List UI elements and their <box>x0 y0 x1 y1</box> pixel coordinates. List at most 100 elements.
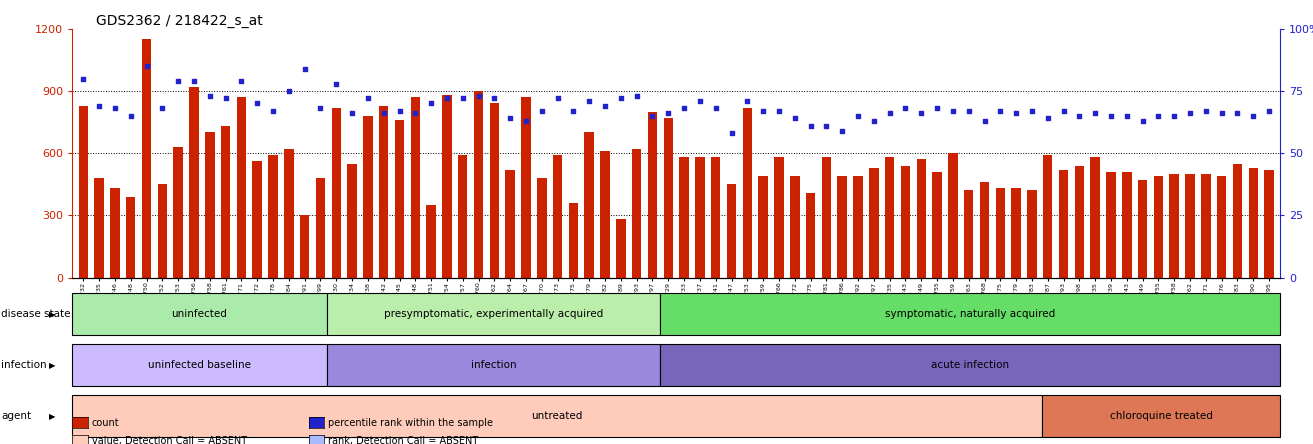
Text: rank, Detection Call = ABSENT: rank, Detection Call = ABSENT <box>328 436 478 444</box>
Bar <box>1154 176 1163 278</box>
Point <box>452 95 473 102</box>
Bar <box>142 39 151 278</box>
Bar <box>221 126 230 278</box>
Text: GDS2362 / 218422_s_at: GDS2362 / 218422_s_at <box>96 14 263 28</box>
Point <box>1100 112 1121 119</box>
Text: infection: infection <box>470 360 516 370</box>
Bar <box>252 162 263 278</box>
Bar <box>284 149 294 278</box>
Point <box>467 92 488 99</box>
Bar <box>72 293 327 335</box>
Bar <box>189 87 198 278</box>
Bar <box>679 157 689 278</box>
Point <box>152 105 173 112</box>
Point <box>200 92 221 99</box>
Point <box>420 100 441 107</box>
Bar <box>1217 176 1226 278</box>
Point <box>800 122 821 129</box>
Point <box>737 97 758 104</box>
Bar <box>506 170 515 278</box>
Point <box>943 107 964 115</box>
Text: infection: infection <box>1 360 47 370</box>
Bar <box>1233 163 1242 278</box>
Bar <box>327 344 660 386</box>
Point <box>72 75 93 82</box>
Point <box>105 105 126 112</box>
Point <box>563 107 584 115</box>
Bar <box>885 157 894 278</box>
Point <box>184 78 205 85</box>
Bar <box>95 178 104 278</box>
Bar <box>521 97 530 278</box>
Point <box>88 103 109 110</box>
Point <box>1226 110 1247 117</box>
Bar <box>995 188 1004 278</box>
Text: agent: agent <box>1 411 32 421</box>
Point <box>121 112 142 119</box>
Bar <box>822 157 831 278</box>
Bar <box>1011 188 1022 278</box>
Point <box>1163 112 1184 119</box>
Point <box>404 110 425 117</box>
Text: symptomatic, naturally acquired: symptomatic, naturally acquired <box>885 309 1056 319</box>
Bar <box>932 172 941 278</box>
Bar <box>660 344 1280 386</box>
Point <box>847 112 868 119</box>
Point <box>373 110 394 117</box>
Point <box>247 100 268 107</box>
Point <box>231 78 252 85</box>
Point <box>1069 112 1090 119</box>
Bar <box>964 190 973 278</box>
Bar <box>838 176 847 278</box>
Bar <box>348 163 357 278</box>
Text: uninfected baseline: uninfected baseline <box>148 360 251 370</box>
Bar <box>1123 172 1132 278</box>
Point <box>595 103 616 110</box>
Point <box>357 95 378 102</box>
Point <box>215 95 236 102</box>
Point <box>1085 110 1106 117</box>
Text: presymptomatic, experimentally acquired: presymptomatic, experimentally acquired <box>383 309 603 319</box>
Bar <box>1186 174 1195 278</box>
Point <box>864 117 885 124</box>
Bar <box>727 184 737 278</box>
Text: chloroquine treated: chloroquine treated <box>1109 411 1212 421</box>
Bar <box>710 157 721 278</box>
Point <box>1037 115 1058 122</box>
Point <box>642 112 663 119</box>
Point <box>611 95 632 102</box>
Bar <box>1027 190 1037 278</box>
Text: uninfected: uninfected <box>172 309 227 319</box>
Text: ▶: ▶ <box>50 412 55 421</box>
Point <box>1179 110 1200 117</box>
Point <box>500 115 521 122</box>
Point <box>1243 112 1264 119</box>
Point <box>784 115 805 122</box>
Bar <box>427 205 436 278</box>
Point <box>911 110 932 117</box>
Bar <box>743 107 752 278</box>
Bar <box>759 176 768 278</box>
Point <box>880 110 901 117</box>
Bar <box>205 132 214 278</box>
Bar <box>869 168 878 278</box>
Bar <box>647 112 658 278</box>
Bar <box>853 176 863 278</box>
Bar <box>327 293 660 335</box>
Bar <box>600 151 609 278</box>
Point <box>137 63 158 70</box>
Point <box>278 87 299 95</box>
Bar <box>110 188 119 278</box>
Point <box>436 95 457 102</box>
Bar <box>569 203 578 278</box>
Bar <box>458 155 467 278</box>
Bar <box>1201 174 1211 278</box>
Bar <box>948 153 957 278</box>
Bar <box>1074 166 1085 278</box>
Text: count: count <box>92 418 119 428</box>
Text: ▶: ▶ <box>50 309 55 319</box>
Text: acute infection: acute infection <box>931 360 1010 370</box>
Point <box>831 127 852 135</box>
Bar <box>695 157 705 278</box>
Bar <box>364 116 373 278</box>
